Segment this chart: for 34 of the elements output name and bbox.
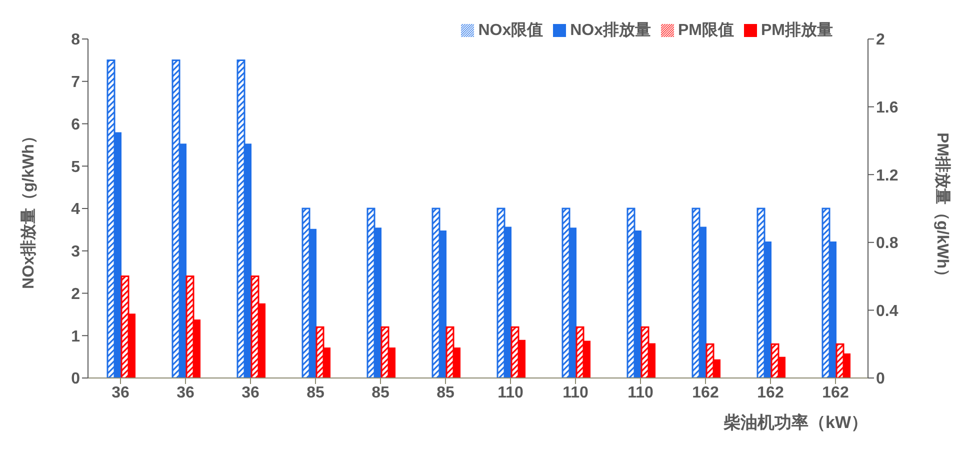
x-tick-label: 85 (372, 384, 390, 402)
x-tick-label: 85 (306, 384, 324, 402)
y-tick-label: 6 (71, 116, 80, 134)
x-tick-label: 162 (757, 384, 784, 402)
y2-tick-label: 0 (876, 370, 885, 388)
x-tick-label: 162 (822, 384, 849, 402)
x-axis-title: 柴油机功率（kW） (722, 413, 868, 432)
y-tick-label: 7 (71, 74, 80, 92)
x-tick-label: 110 (562, 384, 589, 402)
y-tick-label: 3 (71, 244, 80, 261)
x-tick-label: 110 (498, 384, 524, 402)
y-tick-label: 1 (71, 328, 80, 346)
x-tick-label: 85 (436, 384, 454, 402)
y2-tick-label: 1.6 (876, 99, 898, 116)
y-tick-label: 2 (71, 286, 80, 303)
x-tick-label: 110 (628, 384, 654, 402)
y2-tick-label: 2 (876, 32, 885, 49)
legend-label: PM限值 (678, 22, 734, 39)
y2-axis-title: PM排放量（g/kWh） (933, 132, 952, 284)
y-tick-label: 5 (71, 158, 80, 176)
x-tick-label: 36 (242, 384, 260, 402)
y2-tick-label: 0.4 (876, 302, 898, 320)
x-tick-label: 36 (176, 384, 194, 402)
x-tick-label: 162 (692, 384, 719, 402)
x-tick-label: 36 (112, 384, 130, 402)
legend-label: NOx限值 (478, 22, 544, 39)
y-tick-label: 4 (71, 201, 80, 218)
y2-tick-label: 0.8 (876, 235, 898, 252)
legend-label: NOx排放量 (570, 22, 651, 39)
y-tick-label: 8 (71, 32, 80, 49)
y-tick-label: 0 (71, 370, 80, 388)
y-axis-title: NOx排放量（g/kWh） (20, 128, 38, 289)
legend-label: PM排放量 (761, 22, 833, 39)
y2-tick-label: 1.2 (876, 167, 898, 184)
